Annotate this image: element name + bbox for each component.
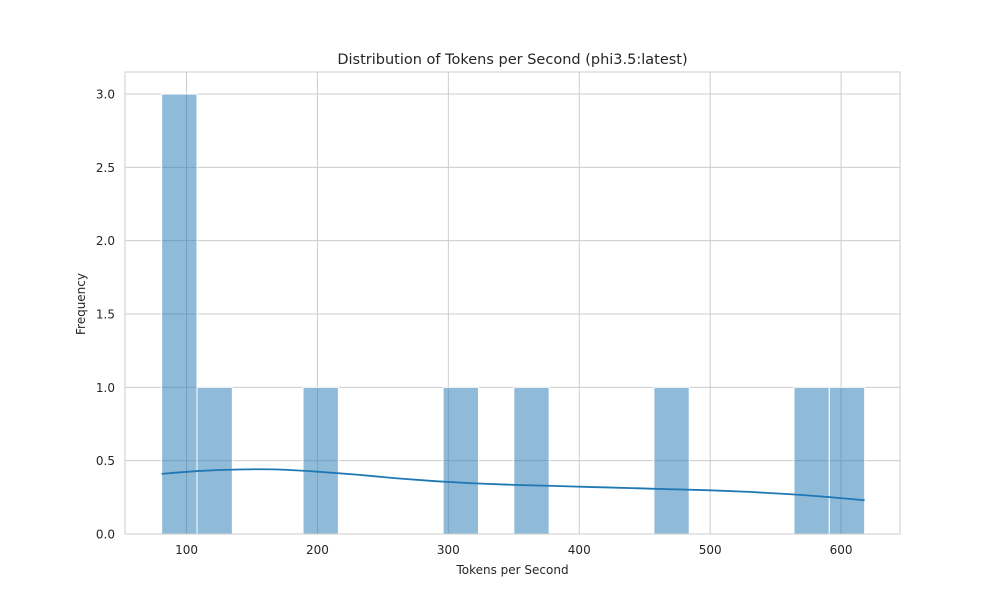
x-tick-label: 500: [699, 543, 722, 557]
y-tick-label: 0.0: [96, 528, 115, 542]
histogram-bar: [196, 386, 233, 535]
kde-line: [161, 468, 865, 502]
y-tick-label: 1.0: [96, 381, 115, 395]
histogram-bar: [302, 386, 339, 535]
x-axis-label: Tokens per Second: [455, 563, 568, 577]
axes-frame: [124, 71, 901, 535]
x-tick-label: 300: [437, 543, 460, 557]
bars-layer: [161, 93, 866, 535]
histogram-bar: [793, 386, 830, 535]
x-tick-label: 600: [830, 543, 853, 557]
y-tick-label: 3.0: [96, 88, 115, 102]
grid-layer: [125, 72, 900, 535]
y-tick-label: 2.0: [96, 234, 115, 248]
y-tick-label: 0.5: [96, 454, 115, 468]
x-tick-label: 100: [175, 543, 198, 557]
x-tick-label: 400: [568, 543, 591, 557]
histogram-bar: [161, 93, 198, 535]
kde-layer: [161, 468, 865, 502]
x-tick-label: 200: [306, 543, 329, 557]
y-axis-label: Frequency: [74, 273, 88, 335]
chart-title: Distribution of Tokens per Second (phi3.…: [337, 52, 687, 68]
histogram-bar: [653, 386, 690, 535]
histogram-bar: [828, 386, 866, 535]
ticks-layer: 100 200 300 400 500 600 0.0 0.5 1.0 1.5 2.0 2.5 3.0: [96, 88, 853, 558]
y-tick-label: 2.5: [96, 161, 115, 175]
histogram-bar: [442, 386, 479, 535]
histogram-bar: [513, 386, 550, 535]
y-tick-label: 1.5: [96, 308, 115, 322]
